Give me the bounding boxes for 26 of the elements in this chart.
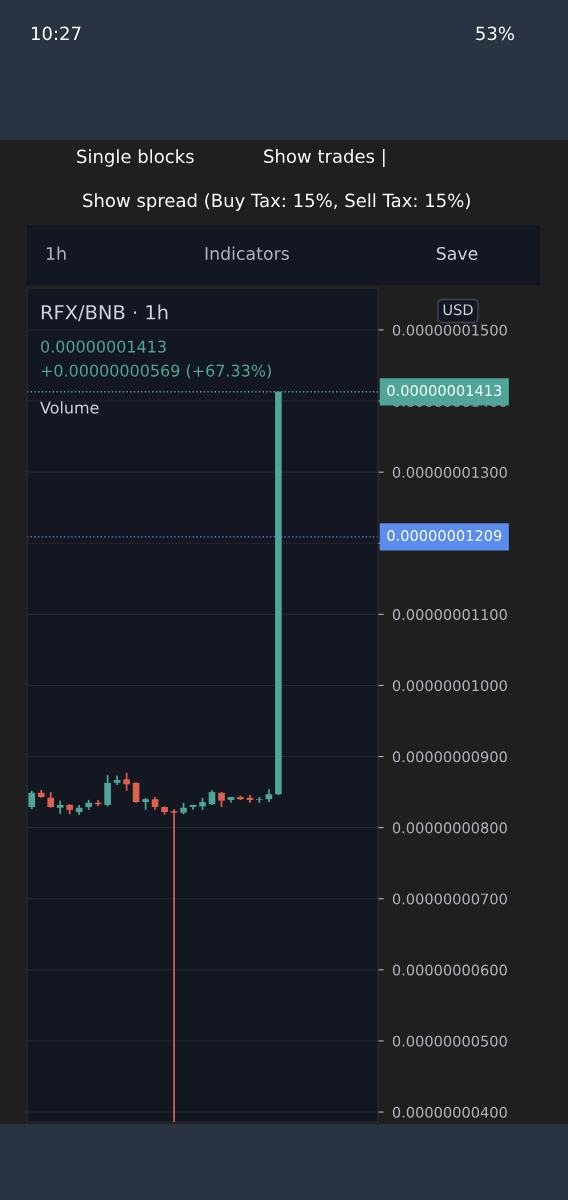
y-tick-label: 0.00000000800 [392,822,507,834]
candlestick [104,774,111,808]
y-tick-label: 0.00000000700 [392,893,507,905]
text: Save [436,246,478,261]
text: Show spread (Buy Tax: 15%, Sell Tax: 15%) [83,193,470,211]
text: 1h [46,246,66,260]
y-tick-label: 0.00000000400 [392,1106,507,1118]
text: Indicators [205,246,289,261]
annotation: Volume [40,401,99,414]
text: Single blocks [77,149,194,167]
y-tick-label: 0.00000001300 [392,466,507,478]
y-tick-label: 0.00000000500 [392,1035,507,1047]
text: RFX/BNB · 1h [41,304,168,322]
text: Show trades | [264,148,385,168]
text: 10:27 [31,26,81,41]
y-tick-label: 0.00000000900 [392,751,507,763]
ref-line-label: 0.00000001209 [387,530,502,542]
y-tick-label: 0.00000001100 [392,609,507,621]
annotation: +0.00000000569 (+67.33%) [41,364,271,379]
y-tick-label: 0.00000001500 [392,324,507,336]
text: 53% [476,26,514,41]
text: 0.00000001413 [41,340,166,353]
ref-line-label: 0.00000001413 [387,385,502,397]
y-tick-label: 0.00000000600 [392,964,507,976]
y-tick-label: 0.00000001000 [392,680,507,692]
text: USD [443,304,473,316]
